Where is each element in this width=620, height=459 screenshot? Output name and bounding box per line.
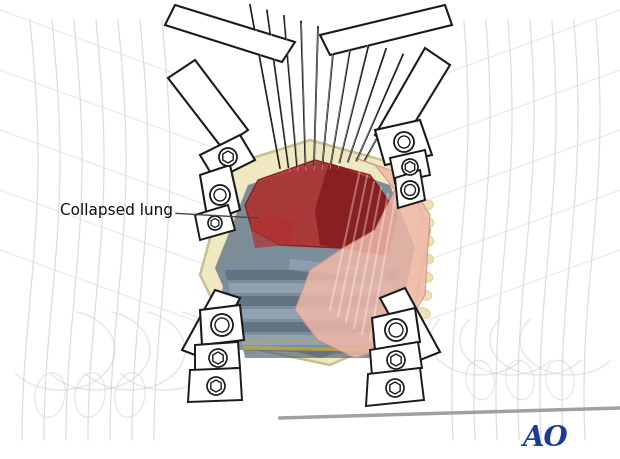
Ellipse shape — [415, 325, 428, 336]
Circle shape — [219, 148, 237, 166]
Polygon shape — [182, 290, 240, 360]
Circle shape — [211, 314, 233, 336]
Circle shape — [386, 379, 404, 397]
Polygon shape — [165, 5, 295, 62]
Polygon shape — [195, 205, 235, 240]
Polygon shape — [200, 305, 244, 345]
Circle shape — [387, 351, 405, 369]
Polygon shape — [366, 368, 424, 406]
Polygon shape — [375, 48, 450, 150]
Polygon shape — [200, 135, 255, 180]
Ellipse shape — [420, 200, 433, 210]
Polygon shape — [395, 170, 425, 208]
Polygon shape — [315, 163, 398, 255]
Ellipse shape — [234, 326, 246, 334]
Polygon shape — [200, 140, 430, 365]
Ellipse shape — [419, 272, 433, 282]
Text: AO: AO — [522, 425, 568, 452]
Circle shape — [210, 185, 230, 205]
Polygon shape — [372, 308, 420, 350]
Polygon shape — [245, 160, 395, 255]
Ellipse shape — [239, 336, 251, 344]
Polygon shape — [234, 309, 388, 319]
Circle shape — [209, 349, 227, 367]
Polygon shape — [375, 120, 432, 165]
Polygon shape — [215, 162, 415, 358]
Ellipse shape — [420, 254, 433, 264]
Circle shape — [208, 216, 222, 230]
Ellipse shape — [244, 346, 256, 354]
Polygon shape — [200, 165, 240, 222]
Polygon shape — [243, 348, 376, 358]
Circle shape — [401, 181, 419, 199]
Ellipse shape — [219, 296, 231, 304]
Circle shape — [394, 132, 414, 152]
Circle shape — [402, 159, 418, 175]
Polygon shape — [390, 150, 430, 183]
Polygon shape — [240, 335, 380, 345]
Ellipse shape — [229, 316, 241, 324]
Polygon shape — [215, 245, 410, 355]
Polygon shape — [370, 342, 422, 376]
Circle shape — [385, 319, 407, 341]
Ellipse shape — [417, 308, 430, 319]
Polygon shape — [195, 342, 240, 372]
Ellipse shape — [420, 218, 434, 228]
Polygon shape — [188, 368, 242, 402]
Circle shape — [207, 377, 225, 395]
Text: Collapsed lung: Collapsed lung — [60, 202, 258, 218]
Polygon shape — [228, 283, 396, 293]
Polygon shape — [225, 270, 400, 280]
Polygon shape — [231, 296, 392, 306]
Ellipse shape — [420, 236, 434, 246]
Ellipse shape — [418, 290, 432, 300]
Ellipse shape — [224, 306, 236, 314]
Polygon shape — [380, 288, 440, 362]
Polygon shape — [295, 158, 430, 358]
Polygon shape — [237, 322, 384, 332]
Polygon shape — [320, 5, 452, 55]
Polygon shape — [168, 60, 248, 148]
Polygon shape — [250, 215, 295, 248]
